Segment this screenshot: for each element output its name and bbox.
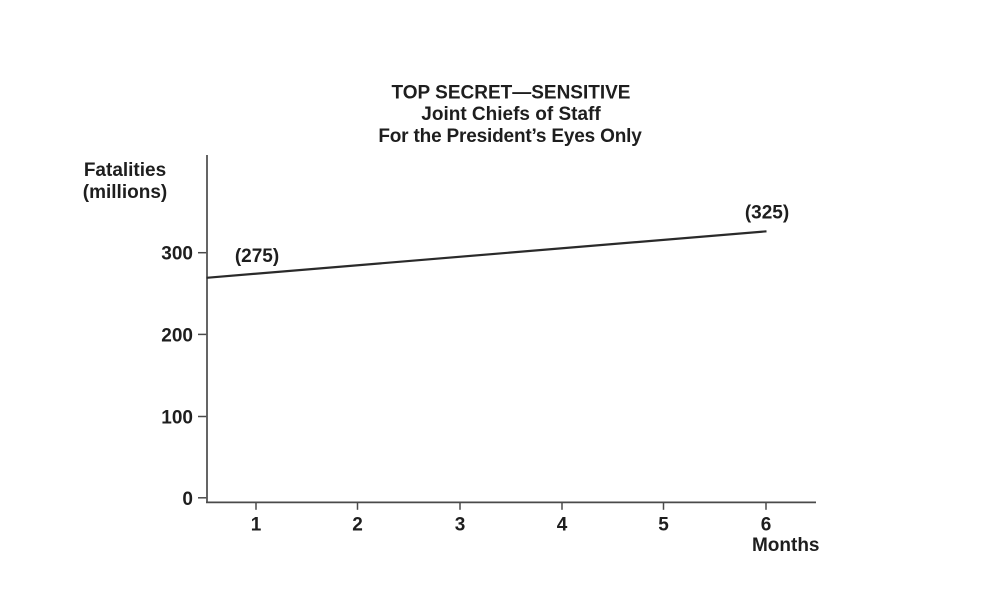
svg-text:Joint Chiefs of Staff: Joint Chiefs of Staff — [421, 104, 601, 125]
svg-text:3: 3 — [455, 515, 466, 536]
svg-text:100: 100 — [161, 408, 193, 429]
svg-text:(275): (275) — [235, 246, 279, 267]
svg-text:200: 200 — [161, 325, 193, 346]
svg-text:(325): (325) — [745, 203, 789, 224]
svg-text:Months: Months — [752, 535, 820, 556]
svg-text:300: 300 — [161, 244, 193, 265]
svg-text:2: 2 — [352, 515, 363, 536]
svg-text:(millions): (millions) — [83, 182, 167, 203]
svg-text:5: 5 — [658, 515, 669, 536]
svg-text:For the President’s Eyes Only: For the President’s Eyes Only — [378, 126, 642, 147]
svg-text:4: 4 — [557, 515, 568, 536]
svg-text:6: 6 — [761, 515, 772, 536]
svg-text:TOP SECRET—SENSITIVE: TOP SECRET—SENSITIVE — [392, 83, 631, 104]
svg-text:0: 0 — [182, 489, 193, 510]
svg-text:Fatalities: Fatalities — [84, 160, 166, 181]
svg-text:1: 1 — [251, 515, 262, 536]
